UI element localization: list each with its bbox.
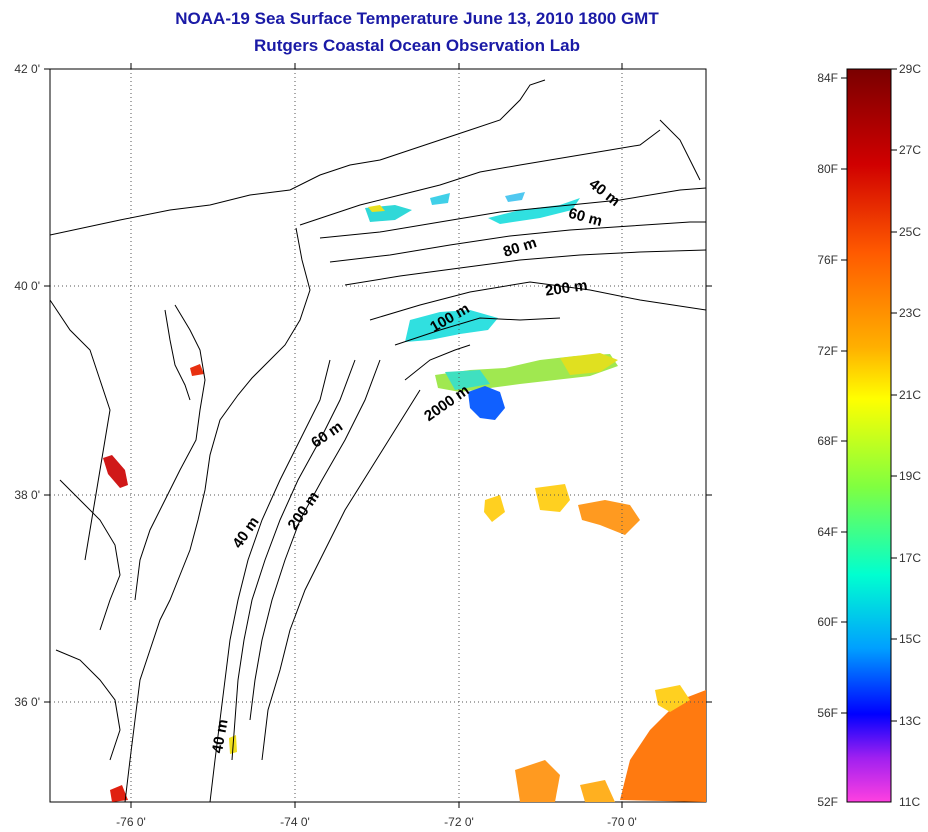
colorbar-f-label: 68F (817, 434, 838, 448)
colorbar-c-label: 17C (899, 551, 921, 565)
frame-ticks (44, 63, 712, 808)
lat-label: 38 0' (14, 488, 40, 502)
map-frame (49, 68, 707, 803)
map-content: 40 m 60 m 80 m 200 m 100 m 2000 m 60 m 2… (50, 69, 706, 802)
sst-patch (535, 484, 570, 512)
colorbar-ticks (841, 68, 897, 722)
sst-patch (578, 500, 640, 535)
bathymetry-contours (209, 187, 706, 802)
lon-label: -72 0' (444, 815, 474, 829)
lat-label: 36 0' (14, 695, 40, 709)
colorbar-c-label: 11C (899, 795, 920, 809)
depth-label: 200 m (544, 277, 588, 300)
sst-patch (560, 353, 618, 375)
sst-patch (110, 785, 128, 802)
colorbar-f-label: 80F (817, 162, 838, 176)
sst-patch (620, 690, 706, 802)
colorbar-f-label: 64F (817, 525, 838, 539)
colorbar-c-label: 25C (899, 225, 921, 239)
lat-label: 40 0' (14, 279, 40, 293)
colorbar-f-label: 76F (817, 253, 838, 267)
lat-label: 42 0' (14, 62, 40, 76)
colorbar-c-label: 27C (899, 143, 921, 157)
sst-patch (445, 370, 490, 390)
sst-patch (580, 780, 615, 802)
colorbar-c-label: 29C (899, 62, 921, 76)
colorbar (846, 68, 892, 803)
sst-patch (505, 192, 525, 202)
lon-label: -76 0' (116, 815, 146, 829)
coastline (50, 79, 701, 802)
sst-patch (368, 205, 385, 212)
sst-data-layer (103, 192, 706, 802)
colorbar-f-label: 72F (817, 344, 838, 358)
sst-patch (190, 364, 204, 376)
colorbar-c-label: 19C (899, 469, 921, 483)
colorbar-f-label: 52F (817, 795, 838, 809)
colorbar-c-label: 23C (899, 306, 921, 320)
colorbar-f-label: 56F (817, 706, 838, 720)
colorbar-c-label: 21C (899, 388, 921, 402)
colorbar-f-label: 60F (817, 615, 838, 629)
colorbar-c-label: 13C (899, 714, 921, 728)
sst-patch (468, 386, 505, 420)
sst-patch (484, 495, 505, 522)
lon-label: -74 0' (280, 815, 310, 829)
colorbar-c-label: 15C (899, 632, 921, 646)
lon-label: -70 0' (607, 815, 637, 829)
sst-patch (103, 455, 128, 488)
colorbar-f-label: 84F (817, 71, 838, 85)
map-subtitle: Rutgers Coastal Ocean Observation Lab (254, 36, 580, 55)
sst-patch (430, 193, 450, 205)
sst-patch (515, 760, 560, 802)
depth-label: 40 m (209, 718, 232, 755)
graticule (50, 69, 706, 802)
sst-patch (655, 685, 690, 712)
sst-patch (488, 198, 580, 224)
map-title: NOAA-19 Sea Surface Temperature June 13,… (175, 9, 659, 28)
